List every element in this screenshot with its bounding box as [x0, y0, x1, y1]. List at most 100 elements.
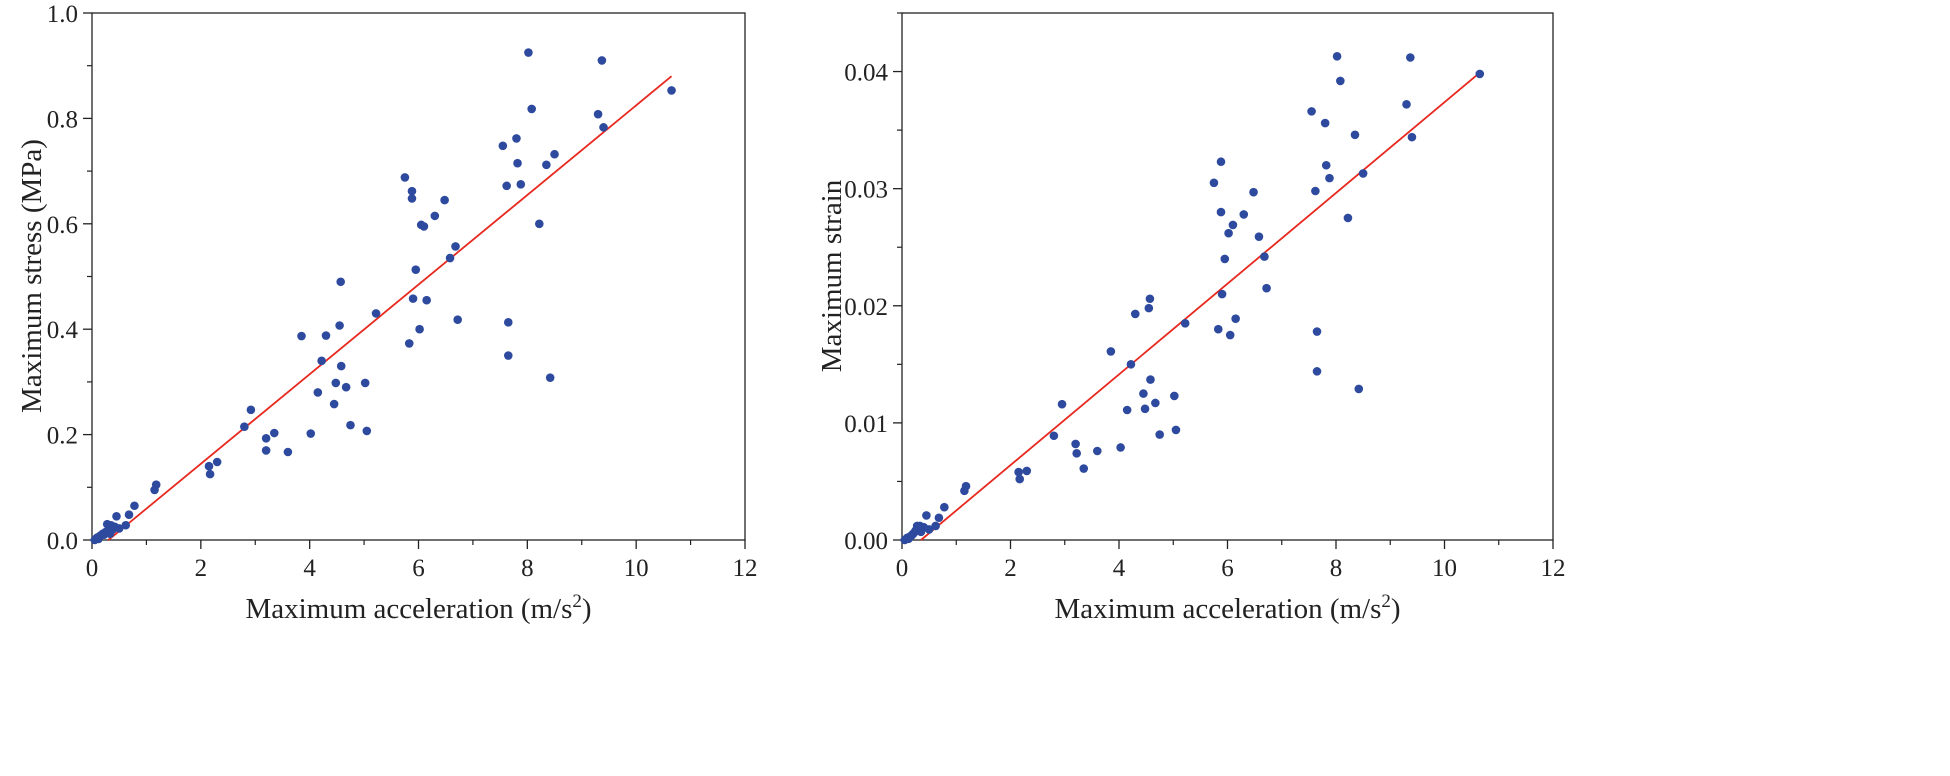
- data-point: [1072, 449, 1081, 458]
- data-point: [1014, 467, 1023, 477]
- data-point: [524, 48, 533, 57]
- data-point: [1260, 252, 1269, 261]
- data-point: [1106, 347, 1116, 356]
- data-point: [1057, 399, 1067, 409]
- y-tick-label: 0.04: [844, 60, 888, 87]
- data-point: [593, 109, 603, 119]
- stress-chart-panel: 0 2 4 6 8 10 12 0.0 0.2 0.4 0.6 0.8 1.0 Maximum accel…: [16, 1, 758, 625]
- data-point: [597, 56, 607, 65]
- data-point: [404, 339, 414, 348]
- data-point: [1475, 69, 1485, 79]
- data-point: [961, 481, 971, 491]
- data-point: [1116, 443, 1125, 452]
- data-point: [931, 521, 940, 531]
- data-point: [1354, 384, 1364, 394]
- data-point: [1180, 319, 1190, 328]
- data-point: [1358, 169, 1368, 178]
- x-tick-label: 0: [86, 555, 99, 582]
- data-point: [922, 511, 931, 520]
- x-tick-label: 10: [624, 555, 649, 582]
- data-point: [313, 388, 323, 397]
- data-point: [1224, 228, 1233, 238]
- data-point: [1325, 173, 1334, 183]
- data-point: [1312, 367, 1322, 376]
- x-tick-label: 6: [412, 555, 425, 582]
- data-point: [261, 433, 271, 443]
- data-point: [246, 405, 256, 415]
- data-point: [1343, 213, 1353, 223]
- data-point: [1402, 100, 1411, 109]
- data-point: [1406, 53, 1415, 62]
- data-point: [419, 222, 429, 231]
- x-tick-label: 4: [1113, 555, 1126, 582]
- data-point: [513, 158, 522, 168]
- data-point: [346, 420, 355, 430]
- plot-frame: [91, 12, 746, 541]
- data-point: [934, 513, 944, 523]
- data-point: [1228, 220, 1238, 230]
- data-point: [1213, 324, 1223, 334]
- x-axis-label: Maximum acceleration (m/s2): [1054, 591, 1400, 625]
- data-point: [545, 373, 555, 382]
- data-point: [1311, 186, 1320, 196]
- data-point: [1254, 232, 1264, 241]
- data-point: [212, 457, 222, 467]
- data-point: [336, 277, 345, 287]
- y-tick-label: 0.01: [844, 411, 888, 438]
- data-point: [599, 123, 608, 132]
- data-point: [1320, 118, 1330, 128]
- data-point: [151, 480, 161, 489]
- data-point: [535, 219, 544, 229]
- data-point: [130, 501, 139, 511]
- data-point: [371, 309, 381, 318]
- data-point: [542, 160, 551, 170]
- y-tick-label: 0.02: [844, 294, 888, 321]
- data-point: [940, 502, 949, 512]
- data-point: [1249, 187, 1258, 197]
- y-tick-label: 0.0: [47, 528, 78, 555]
- data-point: [407, 194, 417, 203]
- data-point: [1146, 375, 1155, 384]
- data-point: [408, 294, 418, 303]
- data-point: [1239, 210, 1249, 219]
- data-point: [451, 242, 460, 251]
- data-point: [550, 149, 559, 159]
- data-point: [1015, 474, 1025, 484]
- y-axis-label: Maximum strain: [816, 179, 848, 372]
- y-tick-label: 1.0: [47, 1, 78, 28]
- data-point: [1122, 405, 1132, 415]
- data-point: [341, 382, 351, 392]
- data-point: [1071, 439, 1080, 449]
- data-point: [1145, 294, 1155, 304]
- data-point: [512, 134, 521, 143]
- data-point: [1144, 303, 1154, 313]
- data-point: [1093, 446, 1102, 456]
- x-tick-label: 8: [521, 555, 534, 582]
- y-tick-label: 0.00: [844, 528, 888, 555]
- data-point: [1336, 76, 1345, 86]
- data-point: [1220, 254, 1230, 264]
- data-point: [112, 511, 121, 521]
- x-tick-label: 2: [1004, 555, 1017, 582]
- data-point: [1151, 398, 1160, 408]
- y-tick-label: 0.8: [47, 106, 78, 133]
- data-point: [453, 315, 462, 325]
- data-point: [1407, 132, 1417, 142]
- data-point: [516, 179, 526, 189]
- data-point: [362, 426, 372, 436]
- data-point: [1155, 430, 1164, 439]
- y-tick-label: 0.4: [47, 317, 79, 344]
- data-point: [1216, 157, 1226, 167]
- data-point: [1022, 466, 1032, 476]
- data-point: [261, 446, 271, 455]
- data-point: [430, 211, 440, 221]
- data-point: [1307, 107, 1316, 116]
- data-point: [667, 86, 676, 95]
- y-tick-label: 0.6: [47, 212, 78, 239]
- data-point: [1079, 464, 1089, 473]
- data-point: [360, 378, 370, 388]
- y-tick-label: 0.2: [47, 423, 78, 450]
- x-axis-label: Maximum acceleration (m/s2): [245, 591, 591, 625]
- data-point: [124, 510, 134, 520]
